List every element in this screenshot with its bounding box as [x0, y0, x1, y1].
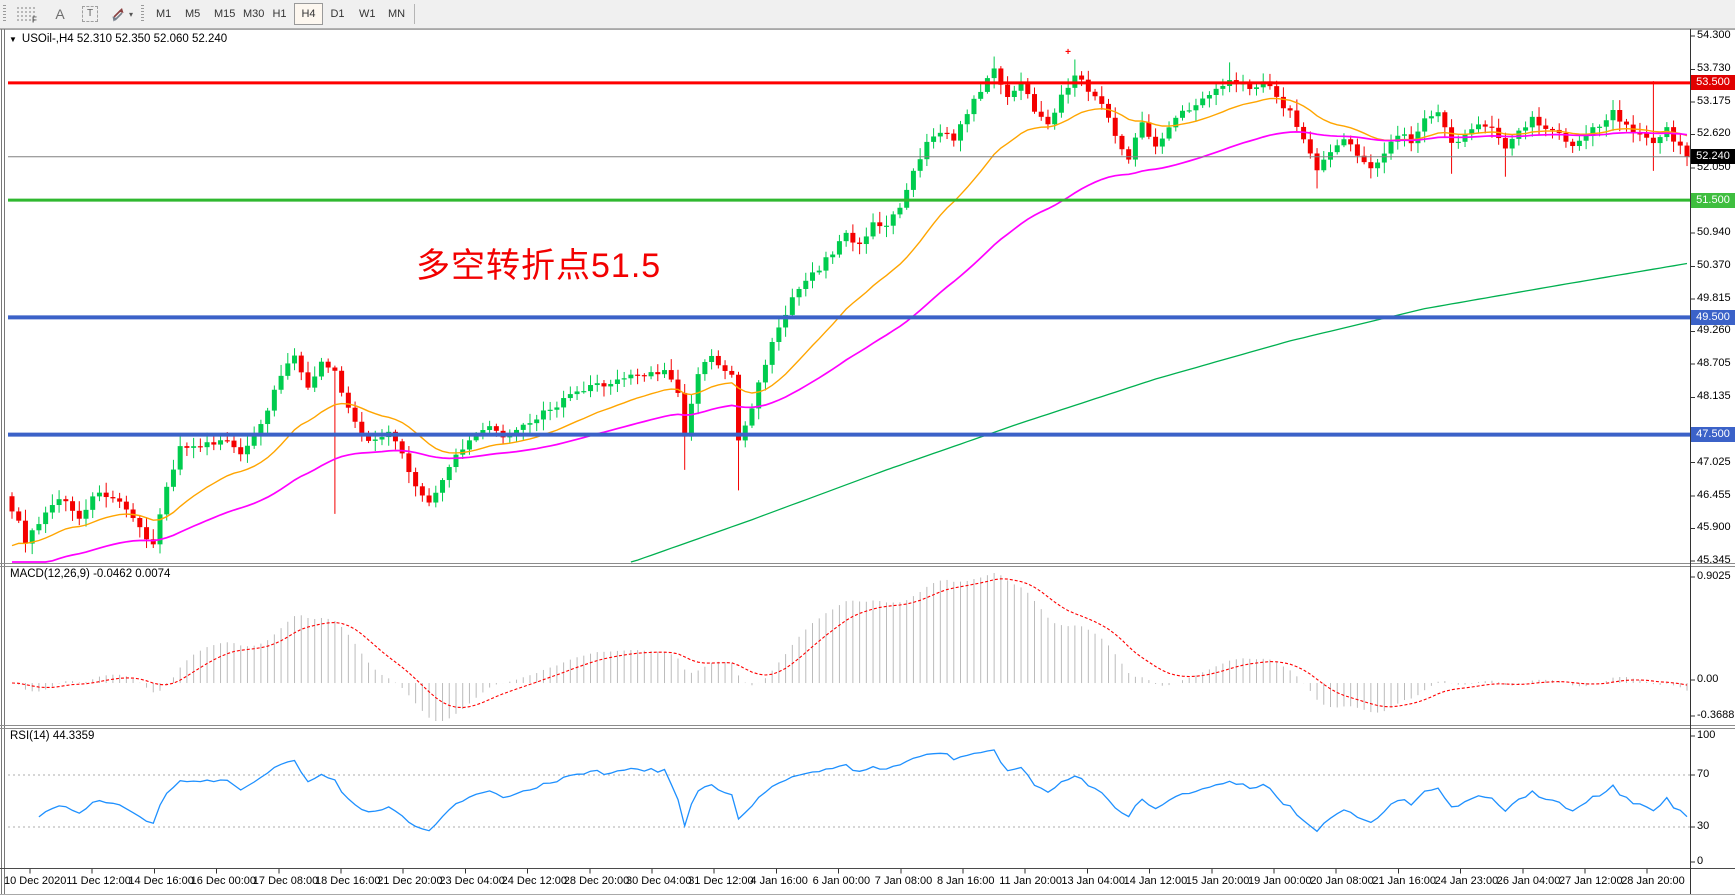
time-axis-label: 14 Jan 12:00	[1123, 875, 1188, 887]
time-axis-label: 24 Dec 12:00	[501, 875, 568, 887]
time-axis-label: 30 Dec 04:00	[626, 875, 692, 887]
rsi-line	[38, 749, 1688, 833]
timeframe-button-MN[interactable]: MN	[381, 3, 410, 25]
price-tick-label: 52.620	[1697, 127, 1731, 140]
rsi-axis-label: 100	[1697, 729, 1716, 741]
time-axis-label: 8 Jan 16:00	[937, 875, 995, 887]
chart-chrome	[0, 29, 1735, 895]
price-tick-label: 49.815	[1697, 291, 1731, 304]
rsi-pane	[8, 749, 1690, 833]
price-tick-label: 47.025	[1697, 455, 1731, 468]
time-axis-label: 17 Dec 08:00	[252, 875, 319, 887]
level-price-badge: 51.500	[1691, 192, 1735, 208]
price-tick-label: 45.900	[1697, 521, 1731, 534]
time-axis-label: 28 Jan 20:00	[1621, 875, 1685, 887]
time-axis-label: 21 Jan 16:00	[1372, 875, 1437, 887]
price-tick-label: 45.345	[1697, 554, 1731, 567]
level-lines	[8, 81, 1690, 437]
time-axis-label: 7 Jan 08:00	[874, 875, 933, 887]
toolbar: F A T ▾ M1 M5 M15 M30 H1 H4 D1 W1 MN	[0, 0, 1735, 29]
macd-axis-label: 0.00	[1697, 673, 1719, 685]
fibonacci-grid-icon: F	[17, 7, 37, 24]
arrows-tool-icon	[112, 7, 124, 21]
price-tick-label: 53.730	[1697, 62, 1731, 75]
level-price-badge: 53.500	[1691, 75, 1735, 91]
time-axis-label: 10 Dec 2020	[4, 875, 67, 887]
timeframe-button-D1[interactable]: D1	[323, 3, 352, 25]
text-label-tool-icon: T	[82, 6, 98, 22]
timeframe-button-H1[interactable]: H1	[265, 3, 294, 25]
price-tick-label: 48.705	[1697, 357, 1731, 370]
candlesticks	[9, 56, 1690, 555]
timeframe-button-W1[interactable]: W1	[352, 3, 381, 25]
text-tool-button[interactable]: A	[46, 3, 74, 25]
chart-title: ▼ USOil-,H4 52.310 52.350 52.060 52.240	[9, 33, 227, 45]
toolbar-separator	[414, 4, 416, 24]
fast-ma-line	[11, 97, 1688, 547]
time-axis-label: 13 Jan 04:00	[1061, 875, 1126, 887]
time-axis-label: 14 Dec 16:00	[128, 875, 194, 887]
mid-ma-line	[12, 131, 1688, 563]
slow-ma-line	[630, 262, 1688, 563]
macd-histogram	[18, 573, 1688, 721]
time-axis-label: 11 Jan 20:00	[999, 875, 1062, 887]
macd-pane-label: MACD(12,26,9) -0.0462 0.0074	[10, 568, 171, 580]
price-tick-label: 50.940	[1697, 225, 1731, 238]
time-axis-label: 31 Dec 12:00	[688, 875, 754, 887]
price-tick-label: 50.370	[1697, 259, 1731, 272]
chart-marker-cross[interactable]: +	[1065, 47, 1071, 58]
fibonacci-grid-tool-button[interactable]: F	[12, 3, 44, 25]
level-price-badge: 49.500	[1691, 309, 1735, 325]
time-axis-label: 27 Jan 12:00	[1559, 875, 1623, 887]
time-axis-label: 23 Dec 04:00	[439, 875, 505, 887]
level-price-badge: 47.500	[1691, 427, 1735, 443]
time-axis-label: 20 Jan 08:00	[1310, 875, 1374, 887]
time-axis-label: 19 Jan 00:00	[1248, 875, 1312, 887]
timeframe-button-M1[interactable]: M1	[149, 3, 178, 25]
price-tick-label: 49.260	[1697, 324, 1731, 337]
macd-signal-line	[11, 578, 1688, 709]
time-axis-label: 15 Jan 20:00	[1185, 875, 1250, 887]
arrows-dropdown-icon[interactable]: ▾	[129, 9, 134, 19]
time-axis-label: 28 Dec 20:00	[563, 875, 630, 887]
time-axis-label: 11 Dec 12:00	[66, 875, 131, 887]
macd-axis-label: -0.3688	[1697, 709, 1735, 721]
text-label-tool-button[interactable]: T	[76, 3, 104, 25]
timeframe-button-M15[interactable]: M15	[207, 3, 236, 25]
time-axis-label: 24 Jan 23:00	[1434, 875, 1499, 887]
price-tick-label: 46.455	[1697, 488, 1731, 501]
chart-annotation-text[interactable]: 多空转折点51.5	[416, 247, 662, 285]
rsi-axis-label: 30	[1697, 820, 1710, 832]
rsi-axis-label: 0	[1697, 855, 1704, 867]
timeframe-button-M5[interactable]: M5	[178, 3, 207, 25]
macd-axis-label: 0.9025	[1697, 570, 1731, 582]
time-axis-label: 16 Dec 00:00	[190, 875, 257, 887]
toolbar-grip[interactable]	[141, 5, 145, 23]
time-axis-label: 4 Jan 16:00	[750, 875, 808, 887]
moving-averages	[11, 97, 1688, 563]
timeframe-button-M30[interactable]: M30	[236, 3, 265, 25]
text-tool-icon: A	[55, 6, 65, 22]
time-axis-label: 18 Dec 16:00	[315, 875, 381, 887]
rsi-pane-label: RSI(14) 44.3359	[10, 730, 95, 742]
svg-text:F: F	[32, 16, 37, 24]
arrows-tool-button[interactable]: ▾	[106, 3, 137, 25]
price-tick-label: 53.175	[1697, 94, 1731, 107]
price-tick-label: 54.300	[1697, 29, 1731, 41]
time-axis-label: 6 Jan 00:00	[812, 875, 871, 887]
current-price-badge: 52.240	[1691, 149, 1735, 165]
chart-title-text: USOil-,H4 52.310 52.350 52.060 52.240	[21, 33, 228, 45]
toolbar-grip[interactable]	[3, 5, 6, 23]
quote-dropdown-icon[interactable]: ▼	[9, 34, 17, 44]
time-axis-label: 26 Jan 04:00	[1496, 875, 1561, 887]
time-axis-label: 21 Dec 20:00	[377, 875, 443, 887]
timeframe-button-H4[interactable]: H4	[294, 3, 324, 25]
rsi-axis-label: 70	[1697, 768, 1710, 780]
price-tick-label: 48.135	[1697, 390, 1731, 403]
